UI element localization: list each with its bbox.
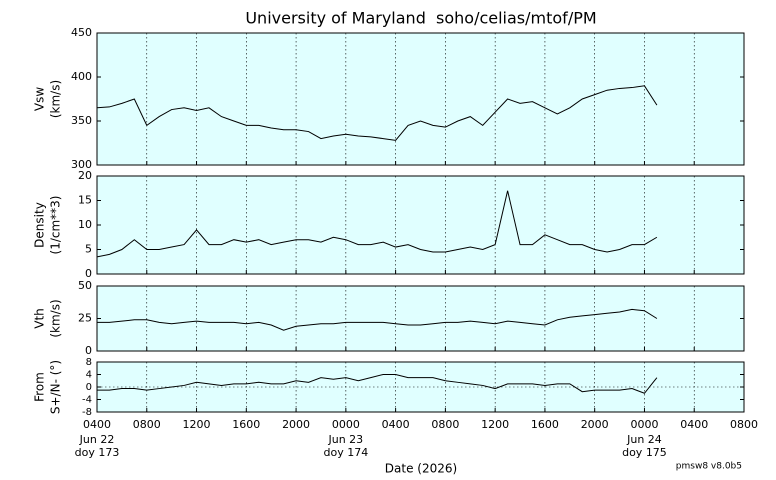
x-tick-doy: doy 173 (75, 446, 120, 459)
x-tick-label: 0400 (382, 418, 410, 431)
y-tick-label: -4 (82, 395, 92, 406)
x-axis-label: Date (2026) (385, 462, 457, 476)
y-axis-label: Density (33, 202, 47, 248)
x-tick-doy: doy 174 (323, 446, 368, 459)
x-tick-label: 1200 (183, 418, 211, 431)
panel-frame (96, 361, 745, 413)
chart-title: University of Maryland soho/celias/mtof/… (245, 9, 596, 28)
x-tick-date: Jun 22 (79, 433, 115, 446)
y-axis-label: (km/s) (49, 80, 63, 118)
x-tick-label: 2000 (282, 418, 310, 431)
x-tick-label: 0000 (630, 418, 658, 431)
x-tick-label: 0800 (431, 418, 459, 431)
y-axis-label: S+/N- (°) (49, 360, 63, 414)
x-tick-date: Jun 23 (328, 433, 364, 446)
x-tick-label: 0400 (680, 418, 708, 431)
x-tick-doy: doy 175 (622, 446, 667, 459)
x-tick-date: Jun 24 (626, 433, 662, 446)
panel-background (97, 176, 744, 274)
data-line (97, 308, 658, 331)
y-axis-label: From (33, 372, 47, 402)
x-tick-label: 1600 (531, 418, 559, 431)
y-tick-label: 350 (71, 114, 92, 127)
y-tick-label: 5 (85, 243, 92, 256)
y-tick-label: 50 (78, 279, 92, 292)
y-axis-label: (1/cm**3) (49, 196, 63, 255)
y-tick-label: 25 (78, 312, 92, 325)
panel-background (97, 286, 744, 351)
y-tick-label: 450 (71, 26, 92, 39)
y-tick-label: 0 (86, 382, 92, 393)
x-tick-label: 2000 (581, 418, 609, 431)
y-tick-label: 400 (71, 70, 92, 83)
panel-frame (96, 32, 745, 166)
panel-background (97, 33, 744, 165)
y-tick-label: 20 (78, 169, 92, 182)
data-line (97, 374, 658, 394)
y-tick-label: 300 (71, 158, 92, 171)
y-tick-label: 0 (85, 267, 92, 280)
version-footer: pmsw8 v8.0b5 (676, 462, 742, 472)
data-line (96, 190, 658, 258)
y-axis-label: (km/s) (49, 299, 63, 337)
panel-background (97, 362, 744, 412)
x-tick-label: 0400 (83, 418, 111, 431)
y-tick-label: 10 (78, 218, 92, 231)
y-tick-label: 0 (85, 344, 92, 357)
y-tick-label: 15 (78, 194, 92, 207)
y-tick-label: -8 (82, 407, 92, 418)
x-tick-label: 0000 (332, 418, 360, 431)
panel-frame (96, 175, 745, 275)
y-axis-label: Vsw (33, 87, 47, 111)
x-tick-label: 1600 (232, 418, 260, 431)
x-tick-label: 0800 (730, 418, 758, 431)
data-line (96, 85, 658, 141)
y-axis-label: Vth (33, 308, 47, 329)
x-tick-label: 1200 (481, 418, 509, 431)
panel-frame (96, 285, 745, 352)
x-tick-label: 0800 (133, 418, 161, 431)
y-tick-label: 8 (86, 357, 92, 368)
y-tick-label: 4 (86, 370, 92, 381)
